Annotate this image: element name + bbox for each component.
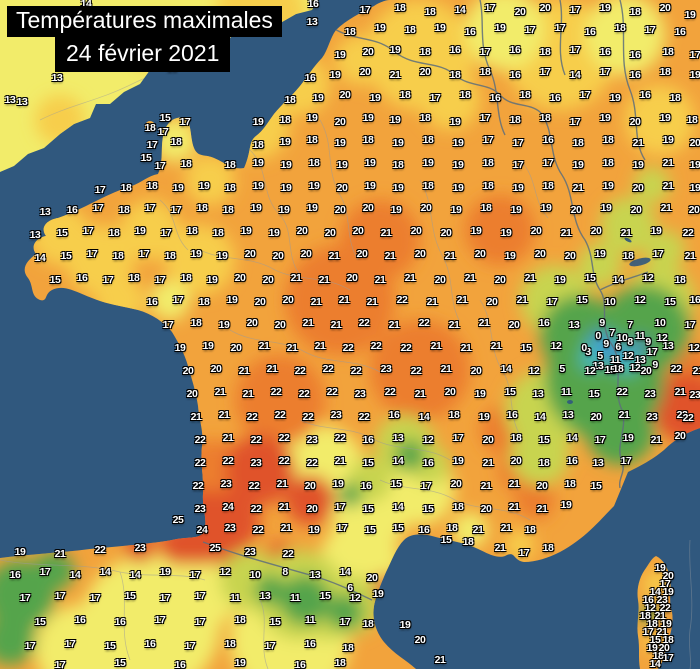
map-date: 24 février 2021: [55, 37, 231, 73]
lakes: [567, 237, 651, 404]
map-date-text: 24 février 2021: [66, 40, 220, 66]
maritime-boundary: [689, 539, 693, 669]
country-borders: [202, 0, 649, 601]
map-title-text: Températures maximales: [16, 7, 273, 33]
map-title: Températures maximales: [7, 6, 282, 38]
admin-borders: [0, 119, 549, 669]
